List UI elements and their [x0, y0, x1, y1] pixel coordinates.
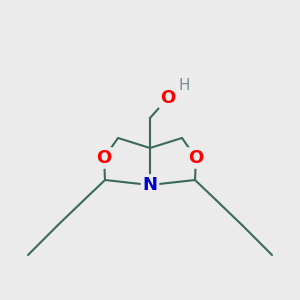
Text: N: N	[142, 176, 158, 194]
Text: O: O	[160, 89, 175, 107]
Text: O: O	[96, 149, 112, 167]
Text: O: O	[188, 149, 204, 167]
Text: H: H	[178, 79, 190, 94]
